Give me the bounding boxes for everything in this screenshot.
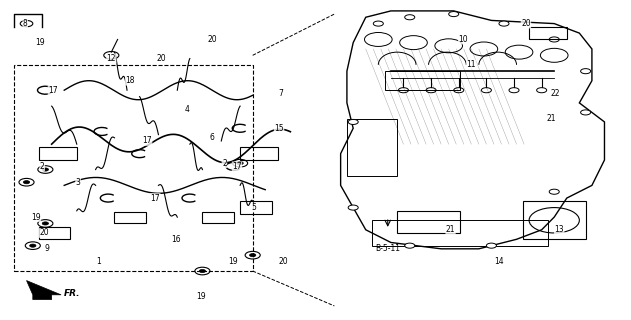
Text: 6: 6 — [209, 133, 215, 142]
Text: 21: 21 — [446, 225, 456, 234]
Text: 22: 22 — [551, 89, 560, 98]
Text: 20: 20 — [39, 228, 49, 237]
Text: 20: 20 — [207, 35, 216, 44]
Text: 20: 20 — [156, 54, 167, 63]
Bar — [529, 27, 567, 39]
Text: 19: 19 — [196, 292, 206, 301]
Text: FR.: FR. — [64, 289, 81, 298]
Text: B-5-11: B-5-11 — [375, 244, 400, 253]
Bar — [347, 119, 397, 176]
Text: 17: 17 — [232, 162, 242, 171]
Bar — [397, 211, 460, 233]
Bar — [203, 212, 234, 223]
Text: 13: 13 — [555, 225, 564, 234]
Text: 4: 4 — [184, 105, 189, 114]
Text: 11: 11 — [466, 60, 476, 69]
Circle shape — [581, 110, 591, 115]
Circle shape — [42, 168, 49, 171]
Text: 17: 17 — [48, 86, 57, 95]
Text: 19: 19 — [35, 38, 45, 47]
Text: 2: 2 — [40, 162, 45, 171]
Circle shape — [199, 269, 206, 273]
Text: 20: 20 — [521, 19, 531, 28]
Text: 18: 18 — [126, 76, 135, 85]
Circle shape — [30, 244, 36, 247]
Text: 15: 15 — [274, 124, 284, 133]
Circle shape — [581, 69, 591, 74]
Bar — [14, 65, 252, 271]
Polygon shape — [27, 281, 61, 300]
Text: 7: 7 — [278, 89, 283, 98]
Circle shape — [549, 189, 559, 194]
Circle shape — [249, 253, 256, 257]
Circle shape — [404, 243, 415, 248]
Bar — [39, 227, 71, 239]
Bar — [39, 147, 77, 160]
Text: 10: 10 — [458, 35, 468, 44]
Text: 17: 17 — [150, 194, 160, 203]
Text: 17: 17 — [143, 136, 152, 146]
Text: 21: 21 — [546, 114, 556, 123]
Circle shape — [237, 162, 244, 165]
Circle shape — [487, 243, 497, 248]
Text: 19: 19 — [228, 257, 237, 266]
Circle shape — [348, 119, 358, 124]
Bar — [523, 201, 586, 239]
Bar — [385, 71, 460, 90]
Text: 8: 8 — [23, 19, 28, 28]
Bar — [240, 201, 271, 214]
Circle shape — [23, 180, 30, 184]
Text: 3: 3 — [76, 178, 81, 187]
Text: 19: 19 — [31, 212, 41, 222]
Text: 1: 1 — [97, 257, 101, 266]
Text: 20: 20 — [278, 257, 288, 266]
Circle shape — [549, 37, 559, 42]
Circle shape — [499, 21, 509, 26]
Text: 9: 9 — [44, 244, 49, 253]
Circle shape — [449, 12, 459, 17]
Text: 14: 14 — [494, 257, 504, 266]
Bar — [240, 147, 278, 160]
Bar — [372, 220, 548, 246]
Circle shape — [42, 222, 49, 225]
Text: 16: 16 — [171, 235, 181, 244]
Text: 5: 5 — [252, 203, 256, 212]
Circle shape — [404, 15, 415, 20]
Circle shape — [374, 21, 384, 26]
Circle shape — [348, 205, 358, 210]
Bar — [114, 212, 146, 223]
Text: 2: 2 — [222, 159, 227, 168]
Text: 12: 12 — [107, 54, 116, 63]
